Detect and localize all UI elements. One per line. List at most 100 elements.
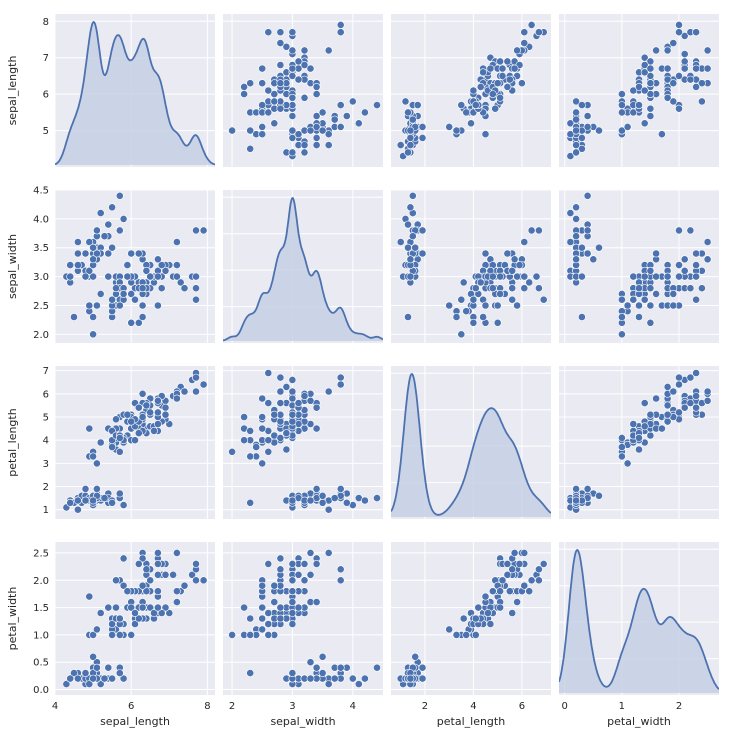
scatter-point [294,399,303,407]
scatter-point [81,496,90,505]
scatter-point [153,587,162,596]
x-tick-label: 6 [519,701,525,712]
scatter-point [406,255,415,264]
scatter-point [142,266,151,275]
scatter-point [66,272,75,281]
scatter-point [240,413,248,421]
scatter-points [566,369,712,514]
scatter-point [282,445,291,454]
scatter-point [104,220,113,229]
scatter-point [100,494,109,502]
scatter-point [481,301,490,310]
x-tick-label: 4 [52,701,58,712]
scatter-point [240,603,248,612]
scatter-point [85,424,94,433]
scatter-point [508,284,517,293]
scatter-point [406,203,415,212]
kde-line [559,548,719,690]
panel-sepal_width-vs-petal_width [559,189,719,343]
scatter-point [138,313,147,321]
scatter-point [142,401,151,410]
scatter-point [669,289,678,298]
scatter-point [330,494,339,502]
scatter-point [134,560,143,568]
scatter-point [108,631,116,639]
scatter-point [306,496,315,505]
scatter-point [503,570,512,579]
scatter-point [481,130,490,139]
scatter-point [646,410,655,419]
scatter-point [138,554,147,563]
scatter-point [62,680,71,688]
scatter-point [153,549,162,557]
scatter-point [680,50,689,58]
scatter-point [264,28,273,37]
scatter-point [288,394,297,403]
scatter-point [134,614,143,623]
y-tick-label: 2.0 [33,576,49,587]
scatter-point [115,447,124,456]
scatter-point [520,28,529,37]
scatter-point [680,403,689,412]
scatter-point [123,272,132,281]
scatter-point [508,609,517,617]
scatter-point [312,141,321,149]
scatter-point [354,680,363,688]
scatter-point [675,104,683,113]
scatter-point [276,603,285,612]
scatter-point [324,505,333,514]
scatter-point [408,232,417,241]
scatter-point [276,104,285,113]
scatter-point [161,266,170,275]
scatter-point [629,295,638,304]
scatter-point [138,389,147,398]
scatter-point [270,119,279,128]
x-tick-label: 1 [619,701,625,712]
scatter-point [294,57,303,66]
scatter-point [228,631,236,639]
panel-petal_length-vs-petal_length [391,366,551,519]
scatter-point [646,90,655,98]
panel-sepal_length-vs-sepal_length [54,14,215,167]
scatter-point [539,295,548,304]
scatter-point [123,261,132,269]
scatter-point [192,272,200,281]
scatter-point [525,278,534,287]
scatter-point [496,289,504,298]
scatter-point [119,581,128,590]
scatter-point [276,39,285,47]
scatter-point [663,410,672,419]
scatter-point [646,284,655,293]
scatter-point [270,410,279,419]
scatter-point [93,484,101,493]
scatter-point [646,112,655,120]
scatter-point [618,101,626,109]
scatter-point [228,126,236,135]
scatter-point [686,226,695,235]
scatter-point [288,148,297,157]
scatter-point [572,203,580,212]
scatter-point [404,148,412,157]
scatter-point [354,119,363,128]
x-tick-label: 2 [676,701,682,712]
scatter-point [294,603,303,612]
scatter-point [640,272,649,281]
scatter-point [246,144,255,153]
scatter-point [89,652,97,661]
scatter-point [496,272,504,281]
scatter-point [692,272,700,281]
scatter-point [445,301,454,310]
scatter-point [104,603,113,612]
panel-petal_width-vs-sepal_width [223,542,383,695]
scatter-point [127,631,136,639]
scatter-point [300,392,309,400]
scatter-point [481,592,490,601]
scatter-points [62,369,208,514]
scatter-point [457,101,466,109]
scatter-point [623,459,632,468]
scatter-point [508,266,517,275]
scatter-point [692,64,700,73]
scatter-point [373,101,381,109]
scatter-point [89,272,97,281]
scatter-point [192,226,200,235]
